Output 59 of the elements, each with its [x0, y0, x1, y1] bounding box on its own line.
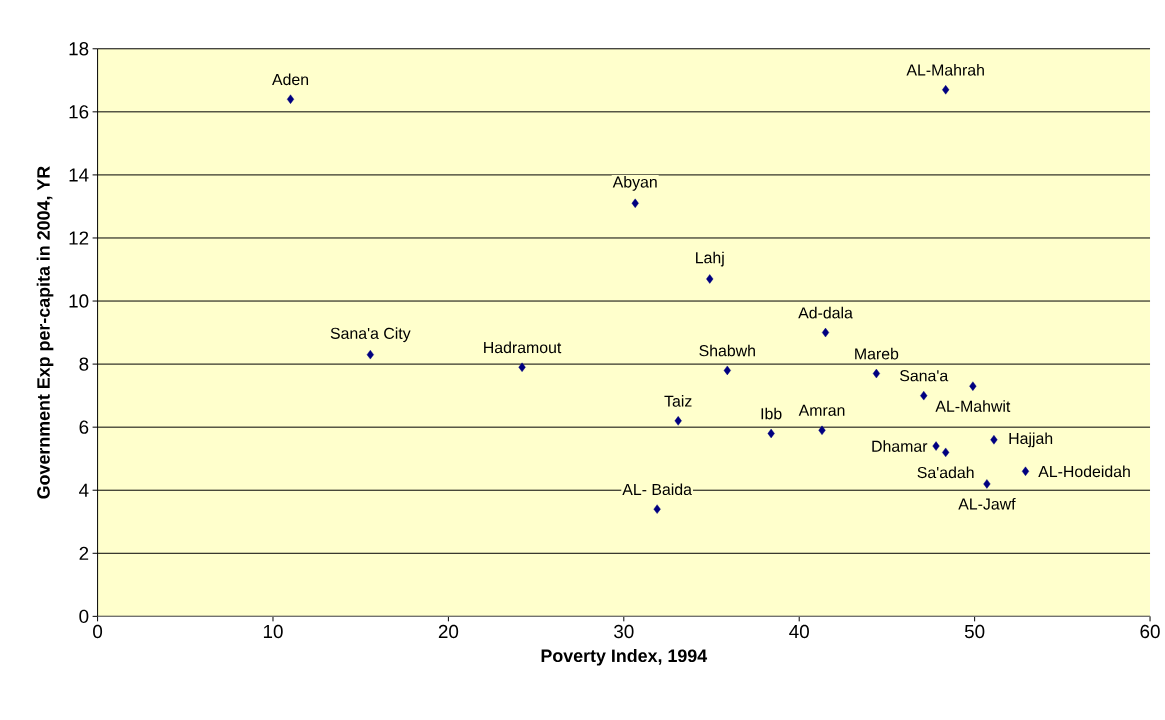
point [990, 435, 998, 445]
y-tick-label: 14 [69, 168, 89, 182]
annotation: Hajjah [1009, 432, 1053, 448]
y-tick-label: 8 [79, 357, 89, 371]
point [366, 350, 374, 360]
x-tick-label: 40 [789, 624, 809, 639]
annotation: Dhamar [872, 440, 928, 452]
point [674, 416, 682, 426]
annotation: AL-Jawf [958, 498, 1016, 510]
point [518, 362, 526, 372]
y-tick-label: 10 [69, 294, 89, 308]
point [767, 428, 775, 439]
point [631, 198, 639, 209]
point [942, 447, 950, 458]
point [286, 94, 295, 104]
y-tick-label: 12 [69, 231, 89, 245]
annotation: AL-Hodeidah [1038, 465, 1130, 478]
point [818, 425, 826, 436]
annotation: Taiz [664, 395, 692, 407]
annotation: Aden [272, 73, 309, 86]
x-tick-label: 30 [614, 624, 634, 639]
point [821, 327, 830, 338]
point [983, 479, 991, 489]
point [920, 391, 928, 401]
x-tick-label: 10 [263, 624, 283, 639]
point [932, 441, 940, 451]
annotation: Sana'a City [330, 327, 411, 343]
point [872, 368, 880, 379]
y-tick-label: 6 [79, 420, 89, 434]
annotation: Hadramout [484, 341, 562, 354]
y-tick-label: 2 [79, 546, 89, 560]
y-tick-label: 16 [69, 105, 89, 119]
annotation: Ibb [761, 407, 782, 420]
point [942, 85, 950, 95]
y-tick-label: 18 [69, 42, 89, 56]
point [706, 274, 714, 284]
x-tick-label: 20 [438, 624, 459, 639]
annotation: Ad-dala [798, 306, 853, 319]
annotation: AL- Baida [622, 483, 692, 496]
annotation: Shabwh [699, 344, 755, 357]
annotation: Mareb [855, 347, 899, 360]
x-tick-label: 0 [93, 624, 103, 639]
x-tick-label: 60 [1140, 624, 1160, 639]
annotation: Amran [798, 404, 845, 416]
point [653, 504, 661, 514]
annotation: Sana'a [900, 370, 949, 382]
point [723, 365, 731, 376]
annotation: Abyan [612, 176, 657, 191]
point [1021, 466, 1030, 477]
y-tick-label: 4 [79, 483, 89, 497]
point [969, 381, 977, 391]
y-axis-title: Government Exp per-capita in 2004, YR [36, 166, 54, 499]
annotation: AL-Mahrah [906, 64, 984, 76]
y-tick-label: 0 [79, 609, 89, 624]
annotation: Sa'adah [917, 466, 974, 479]
annotation: Lahj [696, 251, 724, 267]
x-axis-title: Poverty Index, 1994 [541, 649, 708, 666]
x-tick-label: 50 [964, 624, 985, 639]
annotation: AL-Mahwit [935, 400, 1011, 412]
